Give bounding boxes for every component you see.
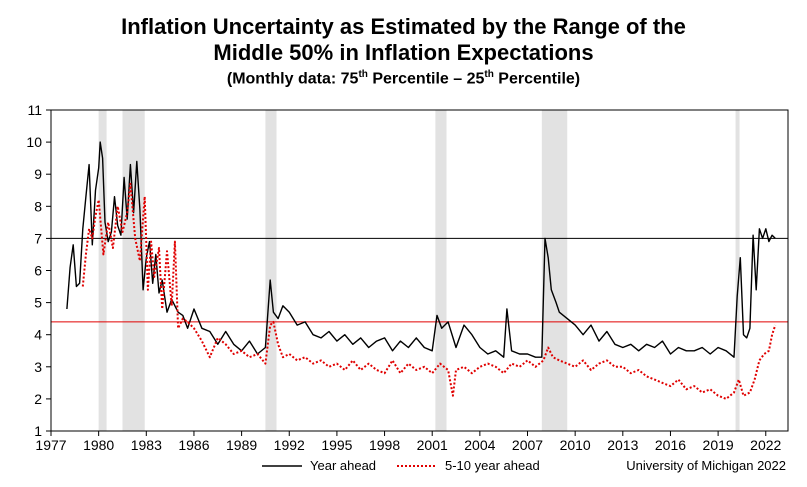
x-tick-label: 1983 <box>131 437 162 453</box>
subtitle-mid: Percentile – 25 <box>367 70 485 88</box>
y-tick-label: 5 <box>34 295 42 311</box>
chart-title-line1: Inflation Uncertainty as Estimated by th… <box>121 14 686 39</box>
reference-lines <box>51 237 788 323</box>
x-tick-label: 2010 <box>560 437 591 453</box>
recession-band-5 <box>735 110 740 431</box>
x-tick-label: 1977 <box>35 437 66 453</box>
source-note: University of Michigan 2022 <box>626 458 786 473</box>
y-tick-label: 2 <box>34 391 42 407</box>
legend: Year ahead 5-10 year ahead <box>262 458 540 473</box>
x-tick-label: 1992 <box>274 437 305 453</box>
x-tick-label: 2013 <box>607 437 638 453</box>
subtitle-prefix: (Monthly data: 75 <box>226 70 359 88</box>
recession-bands <box>98 110 740 431</box>
x-tick-label: 2007 <box>512 437 543 453</box>
series-line-year-ahead <box>66 141 776 358</box>
x-tick-label: 2004 <box>464 437 495 453</box>
y-tick-label: 6 <box>34 263 42 279</box>
recession-band-3 <box>435 110 447 431</box>
recession-band-2 <box>265 110 277 431</box>
y-tick-label: 3 <box>34 359 42 375</box>
y-tick-label: 4 <box>34 327 42 343</box>
recession-band-4 <box>541 110 568 431</box>
subtitle-sup2: th <box>484 69 494 80</box>
subtitle-suffix: Percentile) <box>493 70 581 88</box>
x-tick-label: 2001 <box>417 437 448 453</box>
x-tick-label: 2019 <box>703 437 734 453</box>
x-tick-label: 1986 <box>178 437 209 453</box>
legend-label-0: Year ahead <box>310 458 376 473</box>
y-tick-label: 10 <box>26 134 42 150</box>
x-axis: 1977 1980 1983 1986 1989 1992 1995 1998 2001 2004… <box>35 431 782 453</box>
chart-title-line2: Middle 50% in Inflation Expectations <box>213 40 594 65</box>
subtitle-sup1: th <box>358 69 368 80</box>
recession-band-1 <box>122 110 145 431</box>
series-group <box>66 141 777 400</box>
x-tick-label: 2022 <box>750 437 781 453</box>
legend-label-1: 5-10 year ahead <box>445 458 540 473</box>
x-tick-label: 1989 <box>226 437 257 453</box>
y-axis: 1 2 3 4 5 6 7 8 9 10 11 <box>26 102 51 439</box>
y-tick-label: 8 <box>34 198 42 214</box>
x-tick-label: 2016 <box>655 437 686 453</box>
y-tick-label: 1 <box>34 423 42 439</box>
recession-band-0 <box>98 110 107 431</box>
chart-subtitle: (Monthly data: 75th Percentile – 25th Pe… <box>0 69 807 88</box>
plot-area-frame <box>50 109 789 432</box>
x-tick-label: 1995 <box>321 437 352 453</box>
y-tick-label: 7 <box>34 230 42 246</box>
x-tick-label: 1980 <box>83 437 114 453</box>
y-tick-label: 9 <box>34 166 42 182</box>
series-line-5-10-year-ahead <box>81 182 777 400</box>
y-tick-label: 11 <box>27 102 42 118</box>
x-tick-label: 1998 <box>369 437 400 453</box>
